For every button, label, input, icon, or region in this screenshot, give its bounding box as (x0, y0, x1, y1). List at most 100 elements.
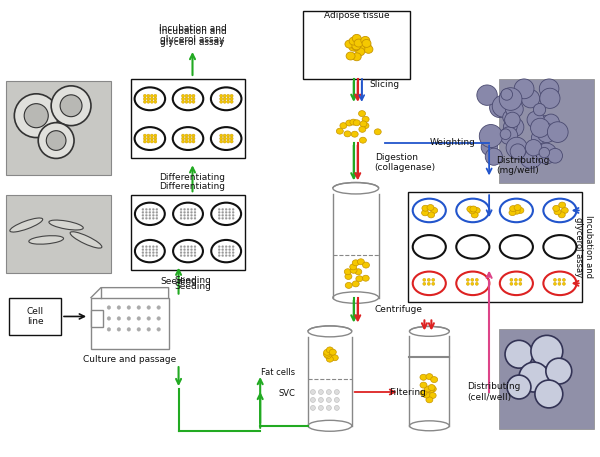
Text: Incubation and
glycerol assay: Incubation and glycerol assay (158, 27, 226, 47)
Ellipse shape (409, 326, 449, 336)
Circle shape (188, 100, 191, 103)
Ellipse shape (323, 349, 331, 355)
Circle shape (187, 246, 189, 248)
Circle shape (223, 137, 226, 140)
Circle shape (137, 317, 140, 320)
Circle shape (521, 90, 539, 108)
Ellipse shape (323, 351, 331, 357)
Ellipse shape (356, 48, 365, 56)
Ellipse shape (426, 374, 433, 380)
Circle shape (149, 218, 151, 219)
Circle shape (232, 218, 234, 219)
Circle shape (531, 335, 563, 367)
Circle shape (326, 389, 331, 394)
Circle shape (194, 218, 196, 219)
Circle shape (185, 140, 188, 143)
Ellipse shape (358, 259, 364, 265)
Ellipse shape (420, 374, 427, 380)
Ellipse shape (431, 207, 437, 213)
Ellipse shape (409, 421, 449, 431)
Ellipse shape (352, 42, 360, 50)
Ellipse shape (559, 202, 566, 208)
Circle shape (145, 246, 148, 248)
Text: Seeding: Seeding (174, 276, 211, 285)
Circle shape (533, 104, 545, 116)
Ellipse shape (345, 40, 354, 48)
Bar (131, 79, 245, 159)
Circle shape (156, 214, 158, 216)
Circle shape (519, 278, 522, 282)
Circle shape (540, 88, 560, 108)
Circle shape (191, 255, 193, 256)
Ellipse shape (470, 206, 477, 212)
Circle shape (192, 97, 195, 100)
Ellipse shape (456, 199, 490, 222)
Circle shape (182, 134, 185, 137)
Circle shape (225, 249, 227, 250)
Circle shape (151, 140, 154, 143)
Circle shape (127, 306, 131, 309)
Circle shape (185, 137, 188, 140)
Circle shape (151, 97, 154, 100)
Ellipse shape (456, 271, 490, 295)
Circle shape (218, 218, 220, 219)
Ellipse shape (346, 120, 353, 126)
Circle shape (184, 218, 185, 219)
Circle shape (152, 252, 154, 254)
Bar (7, 195, 111, 273)
Ellipse shape (354, 39, 363, 47)
Circle shape (554, 124, 566, 137)
Circle shape (227, 134, 230, 137)
Circle shape (319, 389, 323, 394)
Circle shape (532, 131, 545, 144)
Circle shape (137, 306, 140, 309)
Ellipse shape (173, 127, 203, 150)
Text: Incubation and
glycerol assay: Incubation and glycerol assay (574, 215, 593, 278)
Circle shape (145, 249, 148, 250)
Ellipse shape (349, 43, 358, 51)
Circle shape (499, 88, 522, 110)
Circle shape (180, 211, 182, 213)
Ellipse shape (351, 131, 358, 137)
Ellipse shape (135, 240, 165, 262)
Circle shape (187, 214, 189, 216)
Ellipse shape (333, 182, 379, 194)
Ellipse shape (352, 42, 361, 50)
Circle shape (145, 214, 148, 216)
Circle shape (149, 246, 151, 248)
Ellipse shape (413, 199, 446, 222)
Ellipse shape (173, 202, 203, 225)
Circle shape (142, 218, 144, 219)
Ellipse shape (420, 382, 427, 388)
Circle shape (145, 211, 148, 213)
Ellipse shape (424, 386, 431, 392)
Ellipse shape (352, 53, 361, 61)
Ellipse shape (345, 273, 352, 280)
Circle shape (505, 340, 533, 368)
Circle shape (185, 134, 188, 137)
Circle shape (535, 380, 563, 408)
Circle shape (152, 255, 154, 256)
Circle shape (187, 255, 189, 256)
Circle shape (187, 208, 189, 210)
Circle shape (225, 255, 227, 256)
Circle shape (220, 134, 223, 137)
Circle shape (145, 208, 148, 210)
Ellipse shape (356, 276, 363, 282)
Circle shape (218, 246, 220, 248)
Circle shape (229, 255, 230, 256)
Circle shape (143, 100, 146, 103)
Circle shape (145, 218, 148, 219)
Ellipse shape (337, 128, 343, 134)
Circle shape (223, 134, 226, 137)
Circle shape (154, 97, 157, 100)
Ellipse shape (544, 235, 577, 259)
Circle shape (221, 218, 224, 219)
Circle shape (147, 328, 151, 331)
Circle shape (191, 214, 193, 216)
Circle shape (427, 282, 430, 285)
Circle shape (221, 211, 224, 213)
Bar (91, 298, 169, 349)
Circle shape (466, 282, 469, 285)
Text: Slicing: Slicing (370, 80, 400, 90)
